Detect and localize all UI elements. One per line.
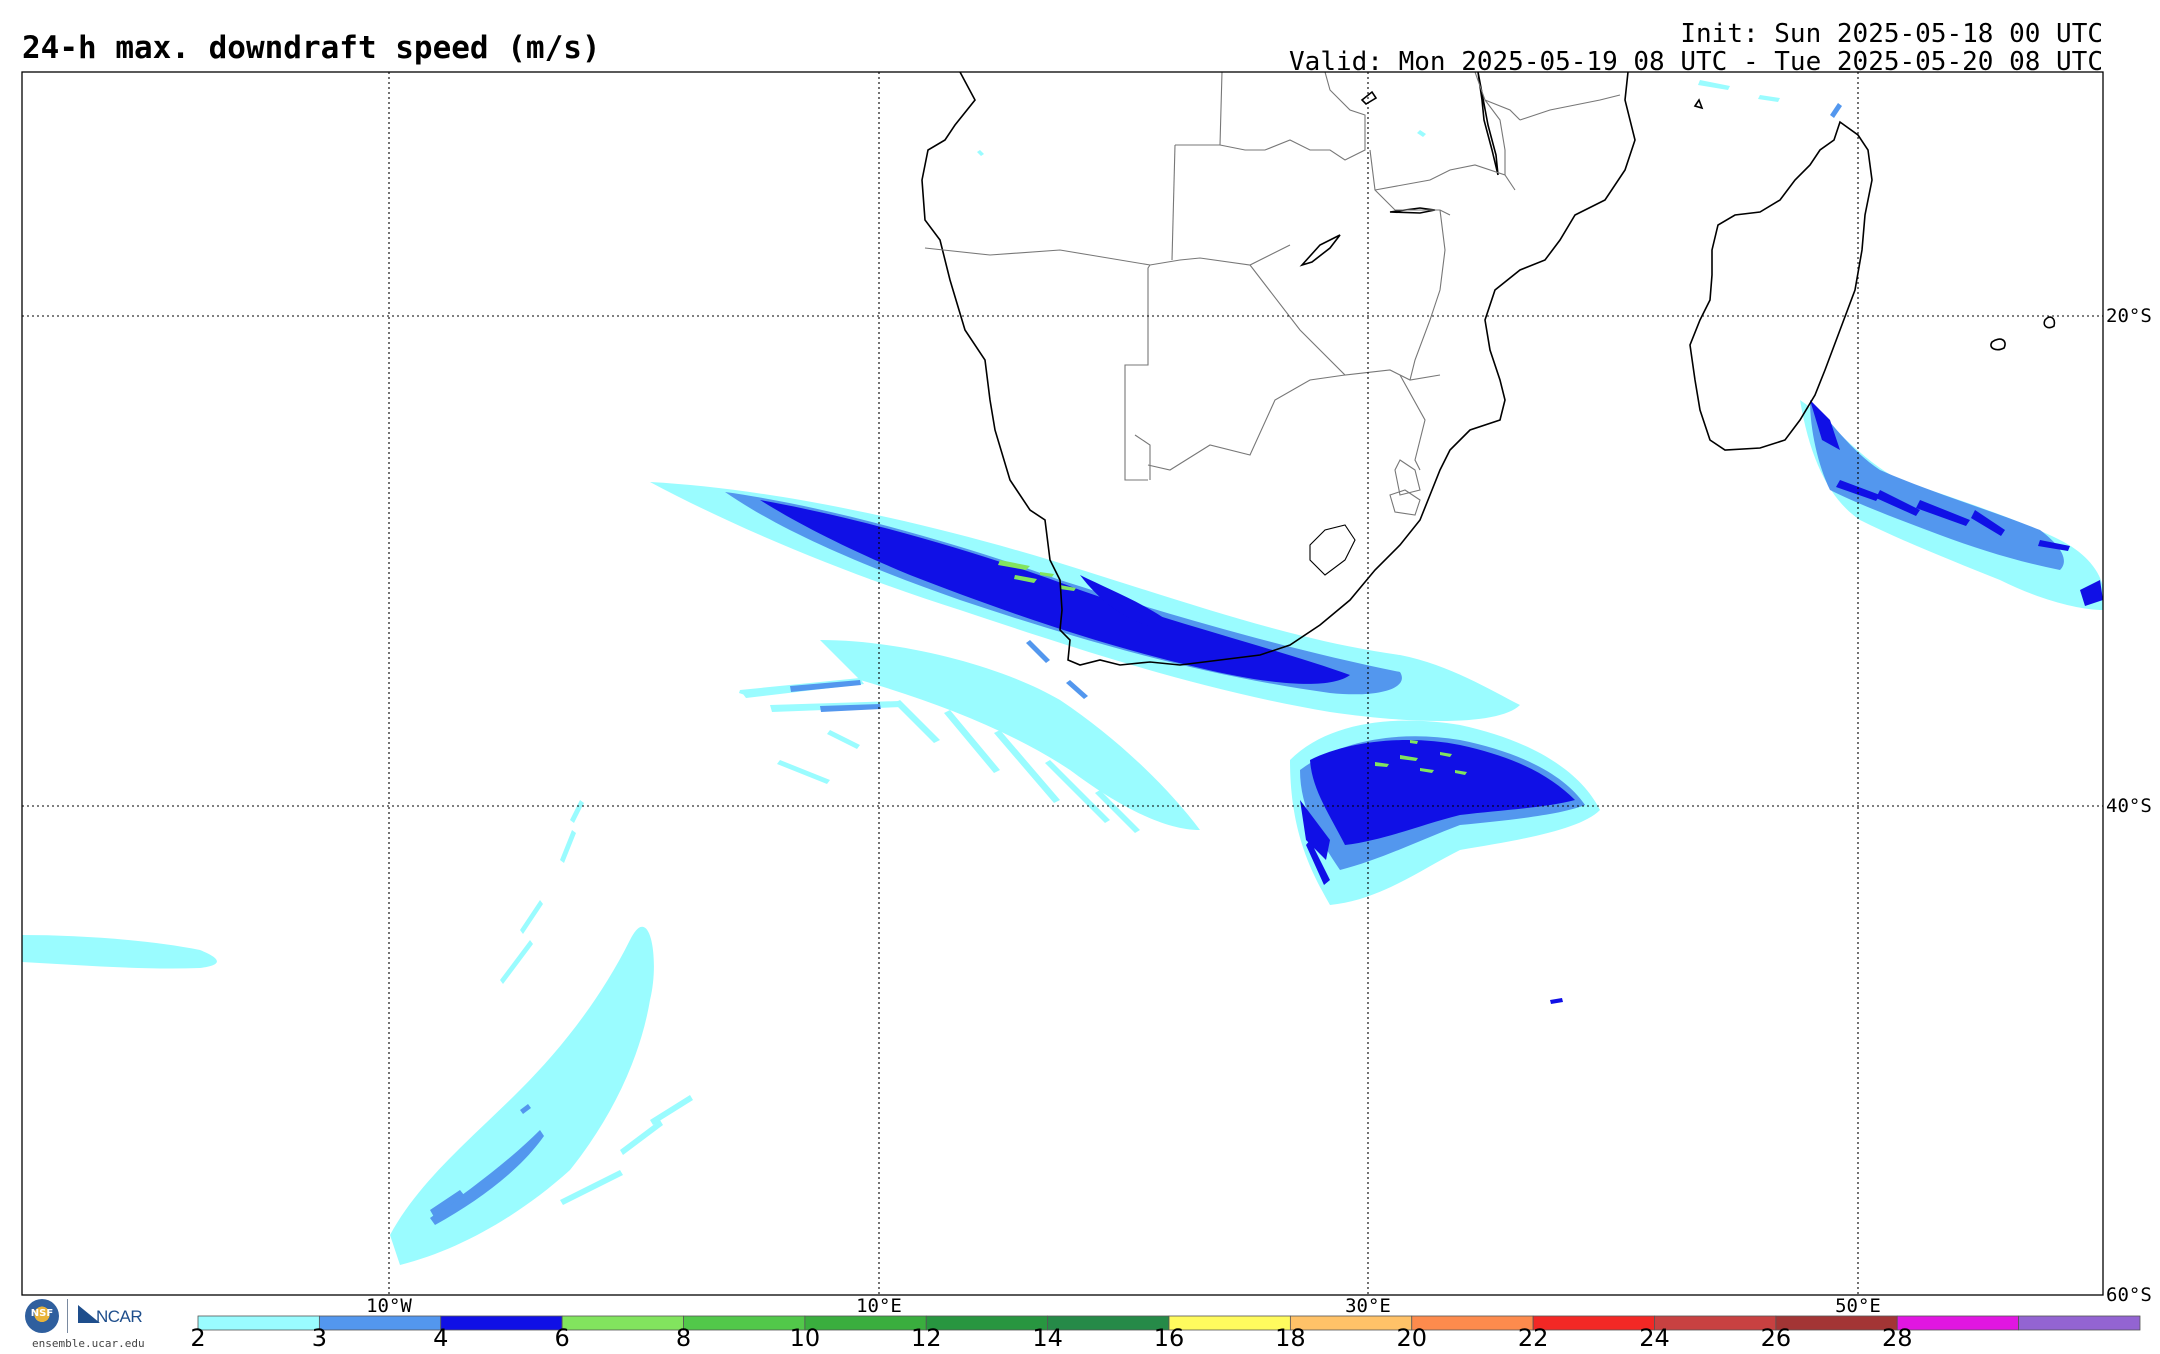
colorbar-swatch bbox=[440, 1315, 563, 1331]
madagascar-coastline bbox=[1689, 120, 1873, 451]
colorbar-swatch bbox=[1289, 1315, 1413, 1331]
lon-label: 10°E bbox=[856, 1295, 902, 1317]
colorbar-tick-label: 12 bbox=[911, 1324, 942, 1352]
colorbar-swatch bbox=[804, 1315, 927, 1331]
colorbar-tick-label: 22 bbox=[1518, 1324, 1549, 1352]
colorbar-swatch bbox=[561, 1315, 684, 1331]
colorbar-tick-label: 6 bbox=[554, 1324, 569, 1352]
lat-label: 60°S bbox=[2106, 1284, 2152, 1306]
colorbar-swatch bbox=[683, 1315, 806, 1331]
mauritius bbox=[1990, 338, 2006, 351]
comoros bbox=[1693, 98, 1704, 110]
colorbar-tick-label: 14 bbox=[1032, 1324, 1063, 1352]
lat-label: 20°S bbox=[2106, 305, 2152, 327]
colorbar-swatch bbox=[318, 1315, 442, 1331]
colorbar-tick-label: 4 bbox=[433, 1324, 448, 1352]
colorbar-tick-label: 2 bbox=[190, 1324, 205, 1352]
colorbar-tick-label: 18 bbox=[1275, 1324, 1306, 1352]
colorbar-swatch bbox=[197, 1315, 320, 1331]
lake-kariba bbox=[1299, 234, 1341, 267]
colorbar-swatch bbox=[925, 1315, 1049, 1331]
colorbar-swatch bbox=[1532, 1315, 1655, 1331]
nsf-logo: NSF bbox=[25, 1299, 59, 1333]
ensemble-url: ensemble.ucar.edu bbox=[32, 1337, 145, 1350]
lake-malawi bbox=[1477, 72, 1499, 176]
frontal-band bbox=[650, 482, 1520, 722]
coastlines bbox=[921, 72, 2056, 666]
lake-tanganyika-end bbox=[1360, 90, 1378, 106]
borders bbox=[924, 72, 1621, 576]
logo-divider bbox=[67, 1299, 68, 1333]
lon-labels: 10°W 10°E 30°E 50°E bbox=[366, 1295, 1881, 1317]
colorbar-swatch bbox=[1411, 1315, 1534, 1331]
colorbar-swatch bbox=[1775, 1315, 1898, 1331]
southern-streaks-blue bbox=[790, 640, 1088, 712]
lat-label: 40°S bbox=[2106, 795, 2152, 817]
gridlines bbox=[22, 72, 2103, 1295]
madagascar-band bbox=[1800, 400, 2103, 610]
colorbar-tick-label: 20 bbox=[1396, 1324, 1427, 1352]
colorbar-tick-label: 8 bbox=[676, 1324, 691, 1352]
colorbar-tick-label: 3 bbox=[312, 1324, 327, 1352]
time-info: Init: Sun 2025-05-18 00 UTC Valid: Mon 2… bbox=[1289, 20, 2103, 76]
colorbar-swatch bbox=[1896, 1315, 2020, 1331]
nsf-logo-text: NSF bbox=[30, 1308, 54, 1319]
lat-labels: 20°S 40°S 60°S bbox=[2106, 305, 2152, 1306]
colorbar-swatch bbox=[1168, 1315, 1291, 1331]
lon-label: 10°W bbox=[366, 1295, 412, 1317]
colorbar-swatch bbox=[1654, 1315, 1777, 1331]
init-time: Init: Sun 2025-05-18 00 UTC bbox=[1680, 19, 2103, 49]
africa-coastline bbox=[921, 72, 1636, 666]
colorbar-swatch bbox=[2018, 1315, 2141, 1331]
valid-time: Valid: Mon 2025-05-19 08 UTC - Tue 2025-… bbox=[1289, 47, 2103, 77]
southeast-cluster bbox=[1290, 720, 1600, 905]
logo-area: NSF NCAR ensemble.ucar.edu bbox=[22, 1295, 162, 1351]
southwest-plume bbox=[390, 800, 693, 1265]
colorbar-tick-label: 26 bbox=[1761, 1324, 1792, 1352]
west-streak bbox=[22, 935, 217, 969]
colorbar-tick-label: 24 bbox=[1639, 1324, 1670, 1352]
colorbar-tick-label: 16 bbox=[1154, 1324, 1185, 1352]
map-frame bbox=[21, 71, 2104, 1296]
map-title: 24-h max. downdraft speed (m/s) bbox=[22, 30, 601, 66]
downdraft-field bbox=[22, 80, 2103, 1265]
colorbar: 2 3 4 6 8 10 12 14 16 18 20 22 24 26 28 bbox=[190, 1315, 2141, 1352]
lon-label: 50°E bbox=[1835, 1295, 1881, 1317]
colorbar-tick-label: 10 bbox=[790, 1324, 821, 1352]
reunion bbox=[2043, 316, 2056, 329]
lon-label: 30°E bbox=[1345, 1295, 1391, 1317]
southern-streaks bbox=[740, 640, 1200, 833]
scattered-echoes bbox=[739, 80, 1842, 1004]
colorbar-swatch bbox=[1047, 1315, 1170, 1331]
ncar-logo-text: NCAR bbox=[96, 1307, 143, 1326]
colorbar-tick-label: 28 bbox=[1882, 1324, 1913, 1352]
ncar-logo-mark bbox=[78, 1305, 100, 1323]
